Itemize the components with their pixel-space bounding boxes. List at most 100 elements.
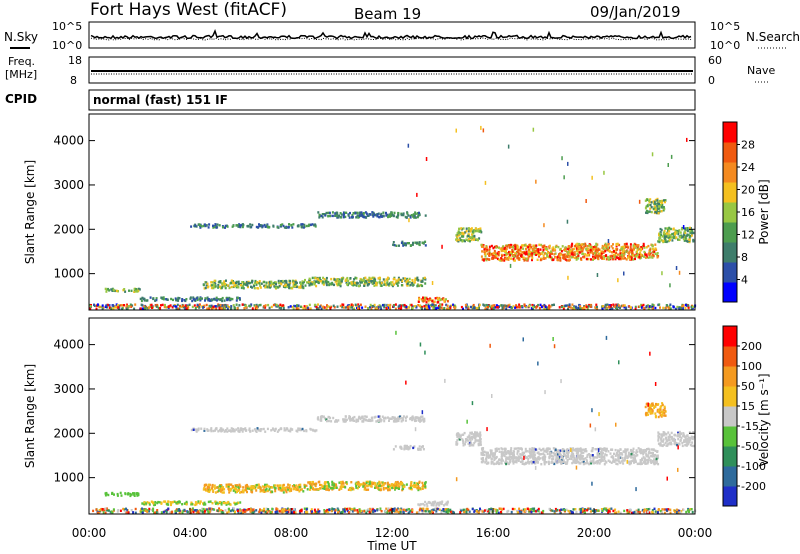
data-cell: [525, 258, 528, 261]
data-cell: [418, 417, 421, 420]
data-cell: [488, 258, 491, 261]
data-cell: [331, 211, 334, 214]
data-cell: [690, 234, 693, 237]
data-cell: [413, 481, 416, 485]
data-cell: [484, 253, 487, 256]
data-cell: [665, 306, 668, 309]
data-cell: [418, 297, 421, 301]
data-cell: [536, 461, 539, 464]
data-cell: [239, 491, 241, 494]
data-cell: [649, 204, 652, 207]
data-cell: [295, 484, 298, 487]
data-cell: [566, 304, 569, 307]
data-cell: [476, 439, 479, 442]
data-cell: [677, 232, 680, 236]
data-cell: [264, 225, 267, 228]
data-cell: [395, 482, 398, 486]
data-cell: [331, 488, 334, 491]
scatter-cell: [596, 273, 599, 277]
data-cell: [495, 304, 498, 307]
data-cell: [297, 304, 300, 307]
data-cell: [572, 447, 575, 450]
data-cell: [505, 451, 508, 454]
data-cell: [421, 307, 423, 310]
data-cell: [525, 450, 528, 453]
data-cell: [595, 460, 598, 464]
data-cell: [363, 216, 366, 219]
data-cell: [642, 461, 645, 464]
data-cell: [492, 452, 495, 455]
data-cell: [498, 458, 501, 461]
data-cell: [634, 305, 637, 309]
data-cell: [671, 236, 674, 239]
data-cell: [301, 282, 304, 285]
noise-left-label: N.Sky: [4, 30, 38, 44]
data-cell: [636, 450, 639, 454]
data-cell: [342, 303, 345, 306]
data-cell: [209, 500, 212, 503]
scatter-cell: [563, 175, 565, 180]
data-cell: [491, 460, 494, 464]
data-cell: [127, 492, 130, 495]
data-cell: [358, 307, 361, 310]
data-cell: [340, 482, 343, 485]
data-cell: [664, 200, 666, 204]
data-cell: [618, 453, 621, 457]
data-cell: [298, 286, 301, 289]
data-cell: [556, 258, 559, 262]
data-cell: [577, 254, 580, 257]
data-cell: [348, 305, 351, 308]
data-cell: [233, 501, 236, 505]
data-cell: [594, 245, 597, 249]
data-cell: [262, 488, 265, 491]
data-cell: [358, 305, 361, 308]
data-cell: [540, 463, 543, 466]
data-cell: [562, 307, 565, 310]
data-cell: [187, 307, 190, 310]
data-cell: [477, 238, 479, 242]
data-cell: [425, 502, 428, 506]
data-cell: [308, 303, 311, 307]
data-cell: [563, 304, 566, 308]
data-cell: [313, 224, 315, 227]
data-cell: [290, 489, 293, 492]
data-cell: [625, 258, 628, 261]
data-cell: [430, 304, 433, 307]
data-cell: [144, 307, 147, 310]
freq-label-line1: Freq.: [8, 55, 35, 68]
data-cell: [500, 455, 503, 458]
data-cell: [674, 229, 677, 232]
data-cell: [566, 461, 569, 464]
data-cell: [573, 251, 576, 254]
data-cell: [167, 500, 170, 503]
data-cell: [561, 461, 564, 464]
data-cell: [415, 305, 417, 308]
data-cell: [413, 281, 416, 284]
data-cell: [541, 250, 544, 254]
data-cell: [251, 485, 254, 489]
data-cell: [307, 280, 310, 283]
data-cell: [467, 234, 470, 238]
data-cell: [253, 285, 256, 288]
data-cell: [625, 242, 628, 246]
data-cell: [648, 199, 650, 202]
data-cell: [387, 488, 389, 492]
data-cell: [434, 297, 437, 300]
data-cell: [415, 484, 418, 487]
freq-left-tick-bottom: 8: [70, 74, 77, 87]
data-cell: [559, 459, 562, 463]
data-cell: [213, 283, 215, 286]
data-cell: [580, 450, 583, 453]
data-cell: [417, 488, 420, 492]
data-cell: [405, 483, 408, 486]
data-cell: [521, 457, 524, 460]
data-cell: [639, 448, 642, 451]
data-cell: [323, 278, 326, 281]
data-cell: [571, 248, 574, 251]
data-cell: [655, 248, 658, 251]
data-cell: [241, 225, 244, 229]
scatter-cell: [407, 143, 410, 148]
data-cell: [336, 279, 339, 283]
data-cell: [559, 253, 562, 257]
data-cell: [213, 487, 216, 490]
